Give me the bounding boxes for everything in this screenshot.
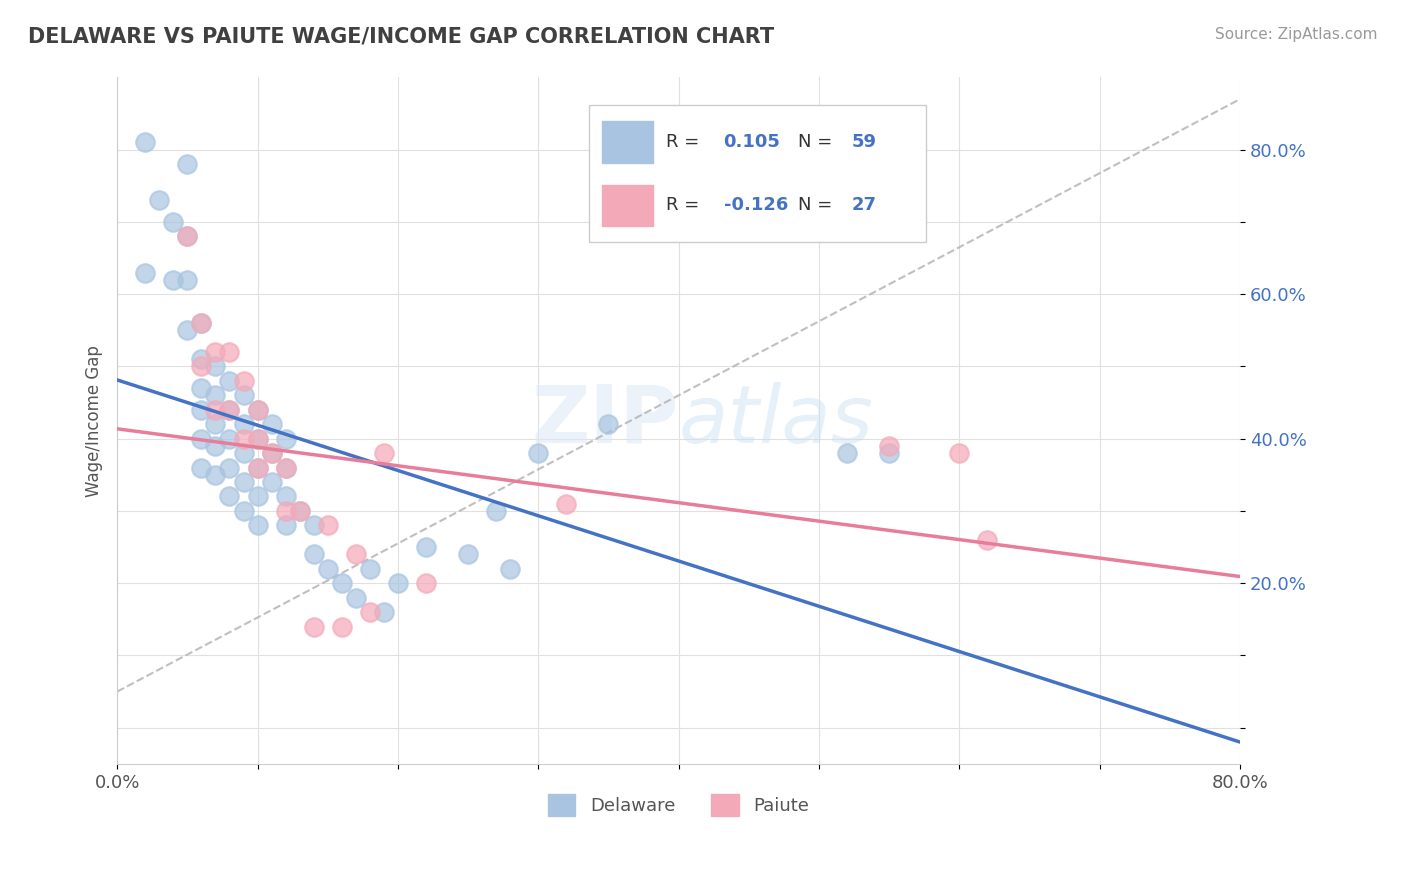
Point	[204, 417, 226, 432]
Point	[218, 402, 240, 417]
Point	[218, 460, 240, 475]
Point	[316, 562, 339, 576]
Point	[527, 446, 550, 460]
Point	[555, 497, 578, 511]
Point	[835, 446, 858, 460]
Point	[190, 402, 212, 417]
Point	[232, 446, 254, 460]
Point	[190, 316, 212, 330]
Text: DELAWARE VS PAIUTE WAGE/INCOME GAP CORRELATION CHART: DELAWARE VS PAIUTE WAGE/INCOME GAP CORRE…	[28, 27, 775, 46]
Point	[288, 504, 311, 518]
Point	[948, 446, 970, 460]
Point	[190, 381, 212, 395]
Point	[302, 547, 325, 561]
Point	[260, 446, 283, 460]
Point	[190, 432, 212, 446]
Point	[877, 446, 900, 460]
Point	[598, 417, 620, 432]
Point	[415, 540, 437, 554]
Point	[176, 229, 198, 244]
Point	[232, 432, 254, 446]
Point	[344, 547, 367, 561]
Point	[232, 475, 254, 489]
Text: ZIP: ZIP	[531, 382, 679, 459]
Point	[260, 446, 283, 460]
Point	[190, 316, 212, 330]
Point	[232, 417, 254, 432]
Point	[190, 352, 212, 367]
Point	[260, 417, 283, 432]
Point	[274, 490, 297, 504]
Point	[204, 402, 226, 417]
Point	[204, 359, 226, 374]
Point	[330, 576, 353, 591]
Point	[485, 504, 508, 518]
Point	[302, 518, 325, 533]
Point	[302, 619, 325, 633]
Point	[232, 504, 254, 518]
Point	[190, 359, 212, 374]
Point	[359, 562, 381, 576]
Point	[162, 215, 184, 229]
Point	[359, 605, 381, 619]
Point	[218, 402, 240, 417]
Point	[162, 273, 184, 287]
Point	[499, 562, 522, 576]
Point	[330, 619, 353, 633]
Point	[246, 402, 269, 417]
Point	[148, 194, 170, 208]
Point	[218, 345, 240, 359]
Text: atlas: atlas	[679, 382, 873, 459]
Point	[176, 229, 198, 244]
Point	[246, 460, 269, 475]
Point	[415, 576, 437, 591]
Point	[176, 323, 198, 337]
Point	[387, 576, 409, 591]
Point	[190, 460, 212, 475]
Point	[246, 518, 269, 533]
Point	[316, 518, 339, 533]
Point	[274, 504, 297, 518]
Point	[274, 460, 297, 475]
Point	[232, 388, 254, 402]
Y-axis label: Wage/Income Gap: Wage/Income Gap	[86, 344, 103, 497]
Point	[274, 518, 297, 533]
Point	[260, 475, 283, 489]
Point	[204, 345, 226, 359]
Point	[976, 533, 998, 547]
Point	[877, 439, 900, 453]
Point	[246, 402, 269, 417]
Point	[134, 266, 156, 280]
Point	[204, 467, 226, 482]
Point	[246, 432, 269, 446]
Point	[204, 388, 226, 402]
Point	[457, 547, 479, 561]
Point	[373, 446, 395, 460]
Point	[232, 374, 254, 388]
Point	[246, 490, 269, 504]
Point	[176, 273, 198, 287]
Point	[274, 432, 297, 446]
Point	[176, 157, 198, 171]
Point	[373, 605, 395, 619]
Legend: Delaware, Paiute: Delaware, Paiute	[541, 787, 815, 823]
Point	[246, 432, 269, 446]
Point	[246, 460, 269, 475]
Point	[134, 136, 156, 150]
Point	[218, 432, 240, 446]
Point	[288, 504, 311, 518]
Text: Source: ZipAtlas.com: Source: ZipAtlas.com	[1215, 27, 1378, 42]
Point	[274, 460, 297, 475]
Point	[218, 490, 240, 504]
Point	[344, 591, 367, 605]
Point	[218, 374, 240, 388]
Point	[204, 439, 226, 453]
